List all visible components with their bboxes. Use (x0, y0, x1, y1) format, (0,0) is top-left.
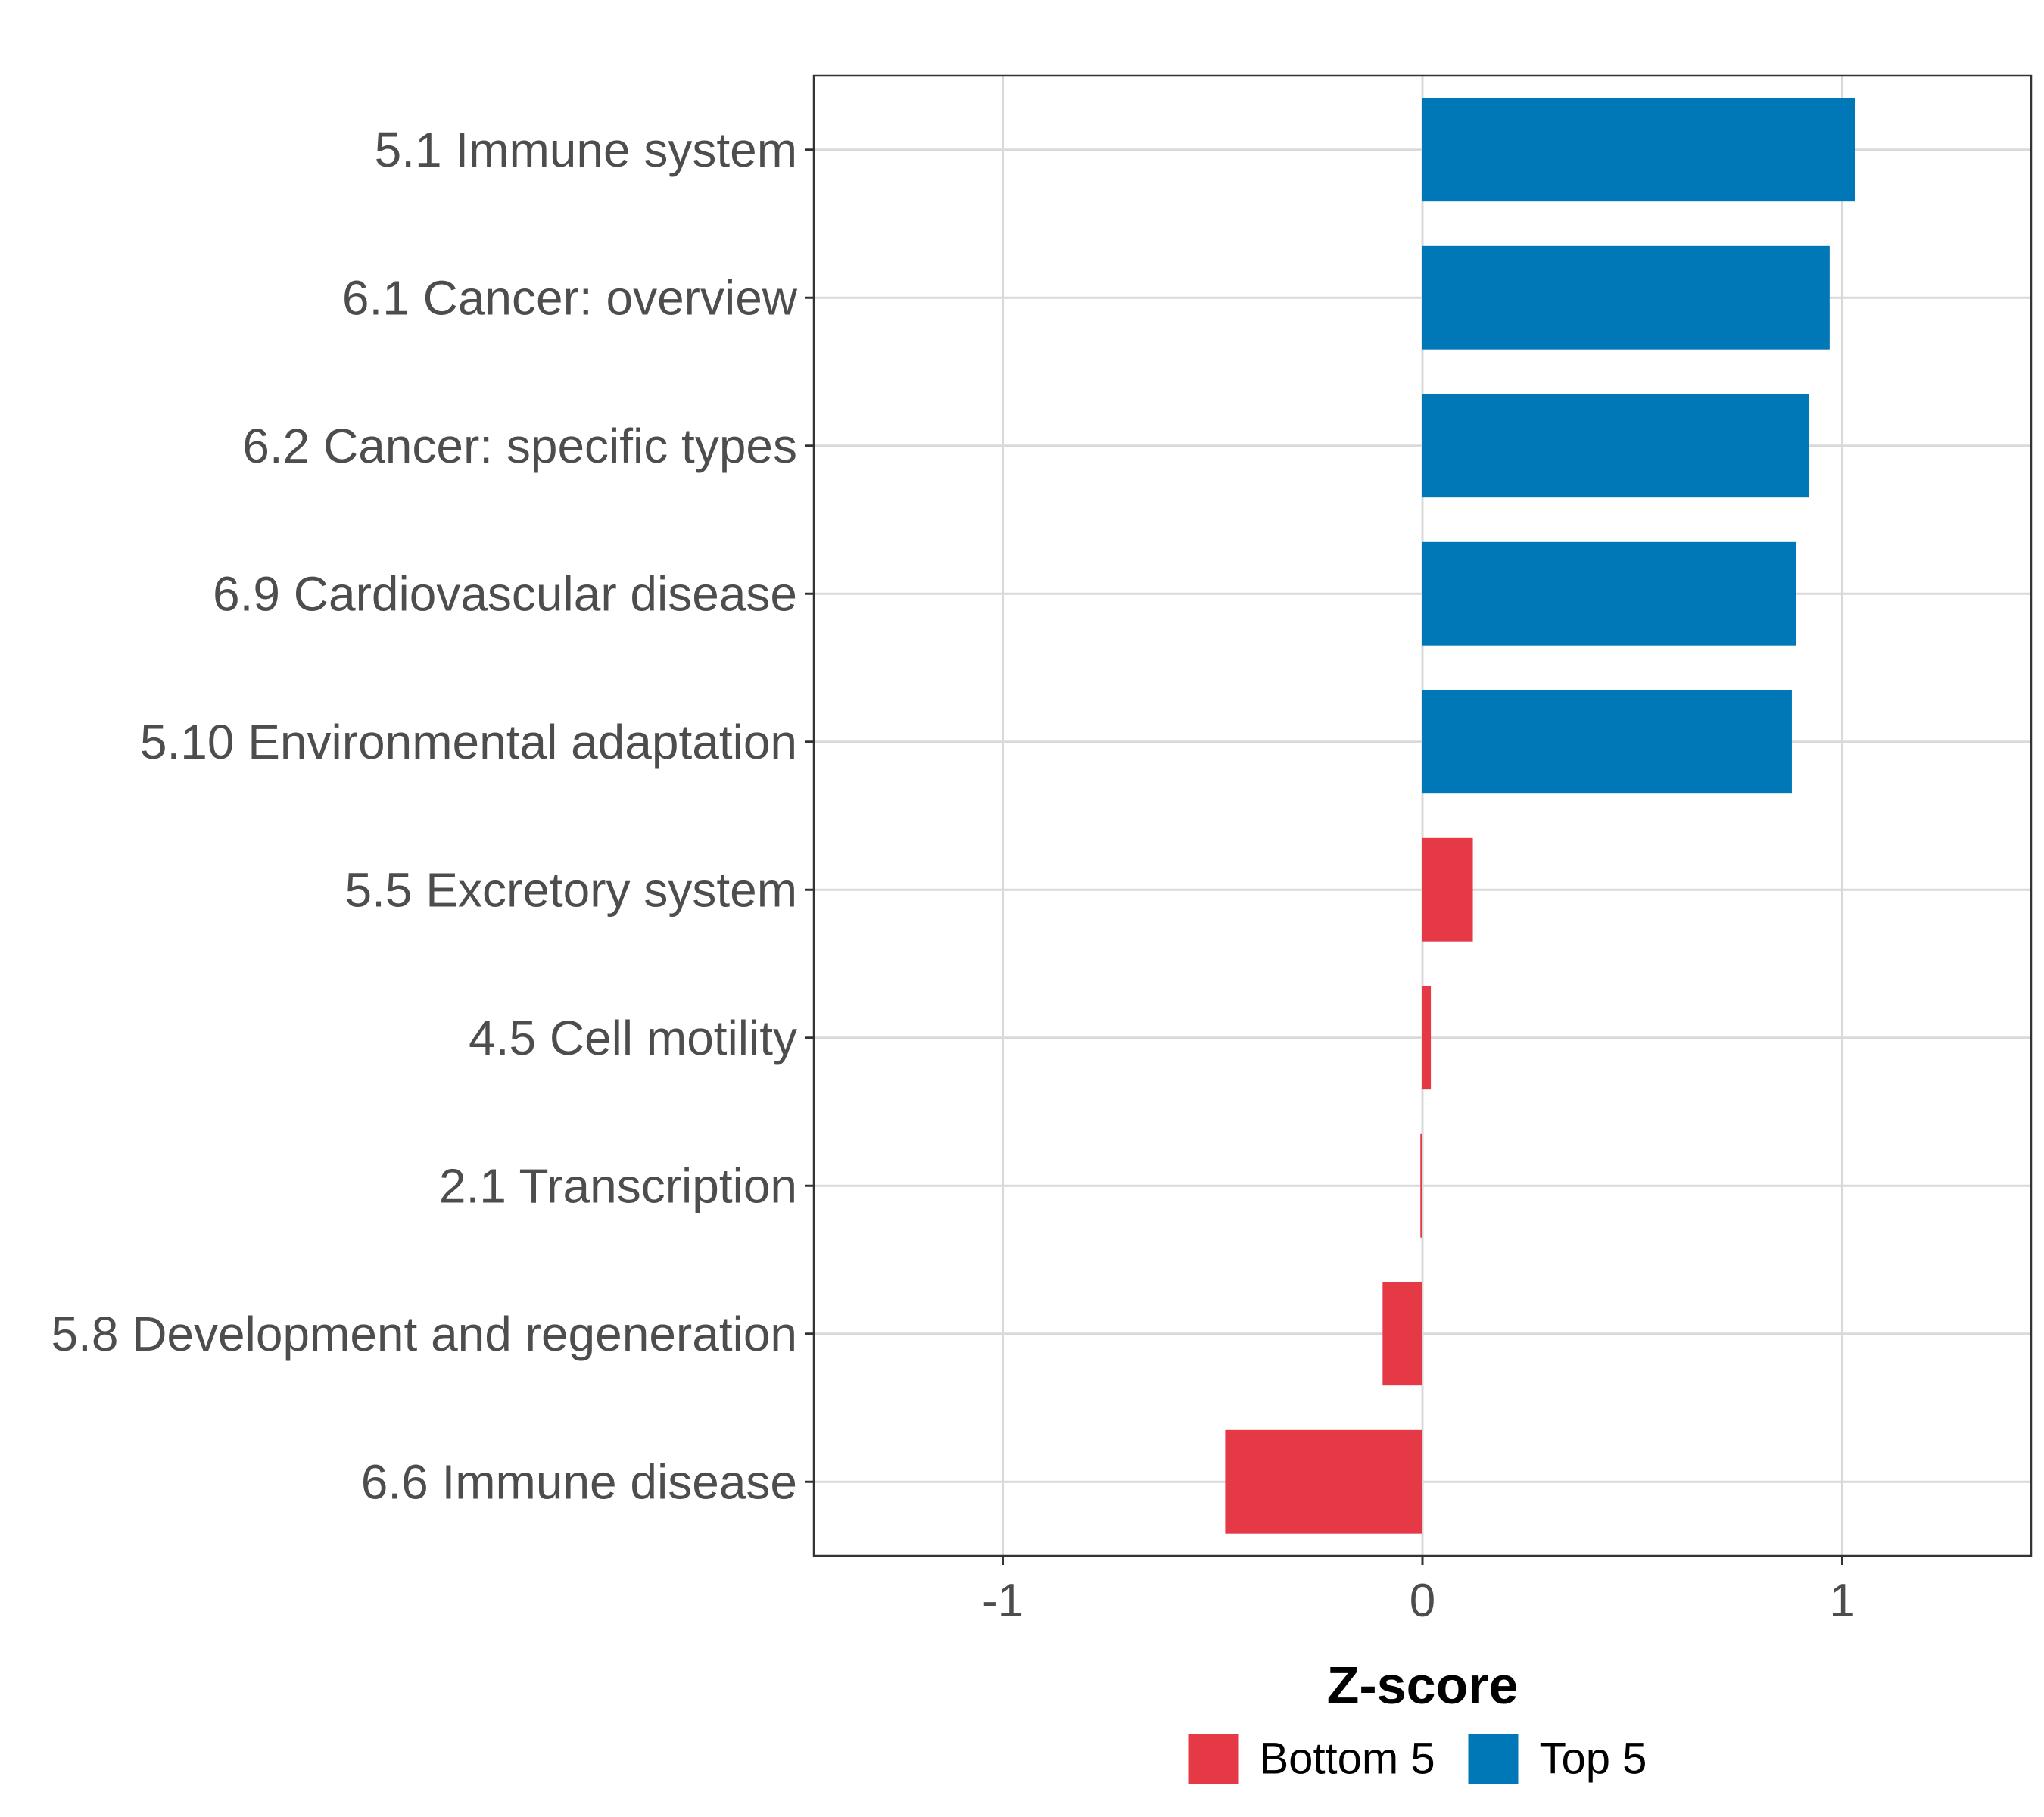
category-label-7: 4.5 Cell motility (469, 1011, 797, 1065)
bar-4 (1422, 541, 1796, 646)
bar-10 (1225, 1429, 1422, 1534)
bar-5 (1422, 690, 1792, 794)
legend-label-1: Bottom 5 (1260, 1734, 1435, 1784)
bar-1 (1422, 98, 1855, 202)
category-label-3: 6.2 Cancer: specific types (242, 419, 797, 473)
bars (1225, 98, 1855, 1534)
x-axis-title: Z-score (1327, 1656, 1519, 1715)
category-label-4: 6.9 Cardiovascular disease (213, 566, 797, 621)
category-label-6: 5.5 Excretory system (345, 862, 798, 917)
y-axis-ticks: 5.1 Immune system 6.1 Cancer: overview 6.2… (51, 123, 814, 1509)
bar-2 (1422, 245, 1830, 350)
x-tick-label-0: -1 (982, 1575, 1024, 1627)
bar-7 (1422, 986, 1432, 1090)
bar-3 (1422, 394, 1809, 498)
category-label-2: 6.1 Cancer: overview (342, 270, 798, 325)
legend: Bottom 5 Top 5 (1188, 1734, 1647, 1784)
bar-6 (1422, 837, 1473, 942)
x-tick-label-1: 0 (1410, 1575, 1435, 1627)
category-label-5: 5.10 Environmental adaptation (140, 715, 797, 769)
legend-swatch-2 (1468, 1734, 1519, 1784)
category-label-9: 5.8 Development and regeneration (51, 1307, 797, 1361)
category-label-1: 5.1 Immune system (375, 123, 797, 177)
category-label-8: 2.1 Transcription (439, 1158, 797, 1213)
x-axis-ticks: -1 0 1 (982, 1556, 1855, 1627)
legend-label-2: Top 5 (1540, 1734, 1647, 1784)
bar-8 (1420, 1133, 1422, 1238)
x-tick-label-2: 1 (1829, 1575, 1855, 1627)
category-label-10: 6.6 Immune disease (361, 1454, 797, 1509)
legend-swatch-1 (1188, 1734, 1239, 1784)
bar-9 (1382, 1282, 1422, 1386)
